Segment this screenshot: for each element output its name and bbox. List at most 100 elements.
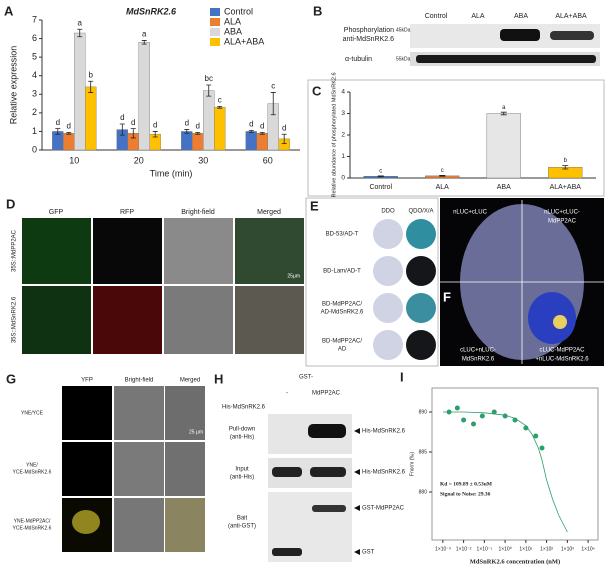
micrograph <box>235 286 304 354</box>
row-label: YNE-MdPP2AC/ <box>14 518 51 524</box>
size-label: 45kDa <box>396 27 411 33</box>
quadrant-label: MdPP2AC <box>548 219 577 225</box>
legend-swatch <box>210 18 220 26</box>
x-axis-label: Time (min) <box>150 168 193 178</box>
significance-letter: d <box>185 119 189 128</box>
error-bar <box>141 40 147 45</box>
legend-swatch <box>210 38 220 46</box>
panel-label: G <box>6 371 16 386</box>
micrograph <box>62 442 112 496</box>
quadrant-label: cLUC+nLUC- <box>460 348 496 354</box>
x-tick-label: 30 <box>198 155 208 165</box>
band-label: His-MdSnRK2.6 <box>362 470 406 476</box>
column-label: DDO <box>381 209 395 215</box>
blot-label: Pull-down <box>229 427 255 433</box>
signal <box>72 510 100 534</box>
data-point <box>471 421 476 427</box>
micrograph <box>165 386 205 440</box>
significance-letter: c <box>379 168 382 174</box>
fit-curve <box>442 411 568 533</box>
colony <box>406 330 436 360</box>
x-tick-label: 10 <box>69 155 79 165</box>
error-bar <box>55 128 61 135</box>
error-bar <box>500 111 507 116</box>
row-label: BD-MdPP2AC/ <box>322 302 362 308</box>
micrograph <box>164 286 233 354</box>
data-point <box>502 413 508 419</box>
band-label: GST <box>362 550 375 556</box>
data-point <box>454 405 460 411</box>
chart-title: MdSnRK2.6 <box>126 6 177 16</box>
annotation: Kd = 109.89 ± 0.53uM <box>440 481 493 487</box>
y-tick-label: 885 <box>419 449 428 455</box>
scale-bar-label: 25μm <box>287 273 300 279</box>
quadrant-label: nLUC+cLUC- <box>544 210 580 216</box>
legend-label: ALA+ABA <box>224 36 264 46</box>
micrograph <box>22 218 91 284</box>
data-point <box>523 425 529 431</box>
band-label: GST-MdPP2AC <box>362 506 405 512</box>
x-tick-label: ABA <box>497 184 511 191</box>
significance-letter: c <box>271 82 275 91</box>
micrograph <box>22 286 91 354</box>
bar <box>256 133 268 151</box>
significance-letter: d <box>282 123 286 132</box>
micrograph <box>235 218 304 284</box>
bar <box>214 107 226 151</box>
lane-label: Control <box>425 13 448 20</box>
micrograph <box>93 286 162 354</box>
micrograph <box>165 442 205 496</box>
y-tick-label: 880 <box>419 489 428 495</box>
x-tick-label: 20 <box>134 155 144 165</box>
arrow <box>354 428 360 555</box>
x-tick-label: 1×10⁴ <box>581 546 594 552</box>
column-label: RFP <box>120 209 134 216</box>
blot-label: (anti-GST) <box>228 524 256 530</box>
blot-label: Bait <box>237 516 248 522</box>
panel-f: F nLUC+cLUC nLUC+cLUC- MdPP2AC cLUC+nLUC… <box>440 198 604 366</box>
micrograph <box>114 498 164 552</box>
annotation: Signal to Noise: 29.36 <box>440 491 491 497</box>
y-axis-label: Fnorm (‰) <box>409 452 415 477</box>
row-label: BD-MdPP2AC/ <box>322 339 362 345</box>
bar <box>486 113 521 179</box>
row-label: YNE/ <box>26 462 38 468</box>
row-label: YCE-MdSnRK2.6 <box>13 525 52 531</box>
colony <box>373 330 403 360</box>
size-label: 55kDa <box>396 56 411 62</box>
error-bar <box>439 175 446 177</box>
colony <box>373 256 403 286</box>
quadrant-label: cLUC-MdPP2AC <box>539 348 585 354</box>
significance-letter: c <box>218 95 222 104</box>
row-label: His-MdSnRK2.6 <box>222 405 266 411</box>
band-label: His-MdSnRK2.6 <box>362 429 406 435</box>
y-tick-label: 890 <box>419 409 428 415</box>
bar <box>192 133 204 151</box>
row-label: Phosphorylation <box>344 27 394 34</box>
column-label: Bright-field <box>125 378 154 384</box>
significance-letter: a <box>78 18 83 27</box>
error-bar <box>184 129 190 134</box>
y-tick-label: 2 <box>341 132 345 139</box>
error-bar <box>259 131 265 135</box>
y-tick-label: 1 <box>32 126 37 136</box>
y-tick-label: 3 <box>32 89 37 99</box>
error-bar <box>88 80 94 93</box>
error-bar <box>195 131 201 135</box>
column-label: GFP <box>49 209 64 216</box>
significance-letter: b <box>88 70 93 79</box>
data-point <box>512 417 518 423</box>
row-label: anti-MdSnRK2.6 <box>343 36 394 43</box>
quadrant-label: MdSnRK2.6 <box>462 357 495 363</box>
scale-bar-label: 25 μm <box>189 429 203 435</box>
micrograph <box>164 218 233 284</box>
band <box>312 505 346 512</box>
legend-swatch <box>210 28 220 36</box>
lane-label: ABA <box>514 13 528 20</box>
micrograph <box>114 442 164 496</box>
band <box>272 548 302 556</box>
panel-h: H GST- - MdPP2AC His-MdSnRK2.6 Pull-down… <box>214 371 406 562</box>
lane-label: ALA+ABA <box>555 13 587 20</box>
micrograph <box>62 386 112 440</box>
